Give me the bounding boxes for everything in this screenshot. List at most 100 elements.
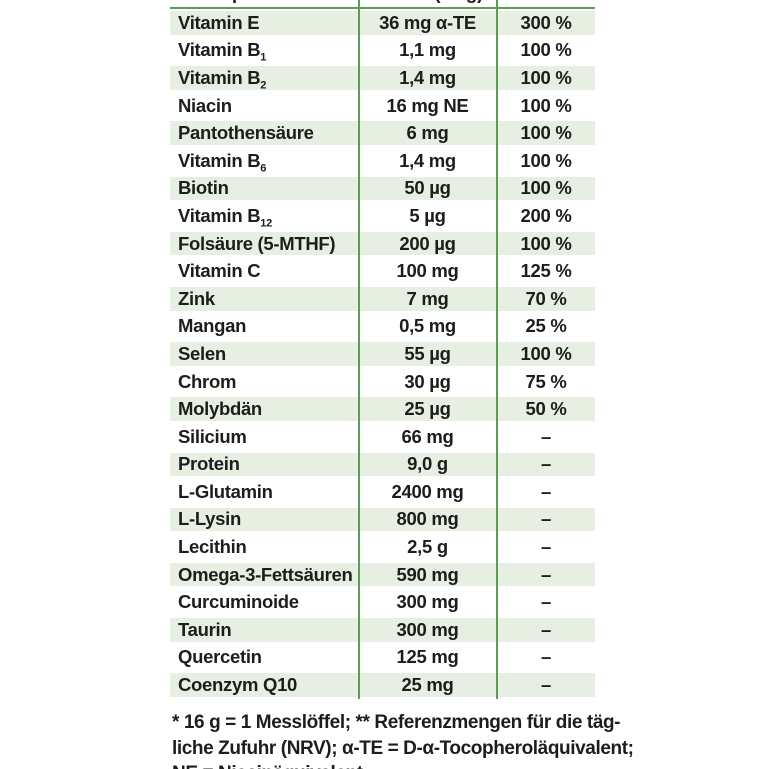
table-row: Vitamin B2 1,4 mg 100 % [170,64,595,92]
footnote-line: NE = Niacinäquivalent [172,761,632,769]
nutrient-name: Curcuminoide [178,591,299,613]
nutrient-name-cell: Vitamin B12 [170,204,358,230]
nutrient-name: Taurin [178,618,232,640]
nutrient-name-cell: Vitamin E [170,12,358,34]
nutrient-name: Folsäure (5-MTHF) [178,232,336,254]
table-row: Vitamin B12 5 µg 200 % [170,202,595,230]
nutrient-nrv-cell: – [541,425,551,447]
footnote-line: * 16 g = 1 Messlöffel; ** Referenzmengen… [172,712,621,733]
nutrient-amount-cell: 7 mg [406,287,449,309]
nutrient-nrv-cell: – [541,480,551,502]
nutrient-name: L-Glutamin [178,480,273,502]
nutrient-name: Zink [178,287,215,309]
nutrient-name: Silicium [178,425,247,447]
nutrient-nrv-cell: – [541,646,551,668]
nutrient-name: Biotin [178,177,229,199]
nutrient-name-cell: Zink [170,288,358,310]
nutrient-amount-cell: 800 mg [396,508,459,530]
nutrient-name-cell: L-Glutamin [170,481,358,503]
nutrient-name-cell: Folsäure (5-MTHF) [170,233,358,255]
nutrient-nrv-cell: 300 % [520,11,572,33]
nutrient-name-cell: Taurin [170,619,358,641]
nutrient-name: Selen [178,342,226,364]
nutrient-amount-cell: 25 µg [404,398,451,420]
nutrient-name-subscript: 2 [260,79,267,92]
nutrient-name: Coenzym Q10 [178,674,298,696]
table-row: Quercetin 125 mg – [170,644,595,672]
nutrient-nrv-cell: 125 % [520,260,572,282]
table-row: Taurin 300 mg – [170,616,595,644]
column-divider-line-1 [358,0,360,699]
table-row: Molybdän 25 µg 50 % [170,395,595,423]
table-row: Vitamin B6 1,4 mg 100 % [170,147,595,175]
nutrient-name: Mangan [178,315,247,337]
nutrient-name: Lecithin [178,536,247,558]
header-nrv-column: % NRV** [497,0,595,7]
table-row: L-Lysin 800 mg – [170,505,595,534]
nutrient-name-cell: Molybdän [170,398,358,420]
nutrient-nrv-cell: 100 % [520,94,572,116]
nutrient-name: Pantothensäure [178,122,314,144]
nutrient-name-cell: Omega-3-Fettsäuren [170,564,358,586]
nutrient-amount-cell: 5 µg [409,204,446,226]
nutrient-nrv-cell: 100 % [520,177,572,199]
nutrient-nrv-cell: 25 % [525,315,567,337]
nutrient-name-cell: Vitamin B6 [170,149,358,174]
table-row: L-Glutamin 2400 mg – [170,478,595,506]
table-row: Curcuminoide 300 mg – [170,588,595,616]
nutrient-name-subscript: 12 [260,217,273,230]
table-row: Selen 55 µg 100 % [170,340,595,368]
nutrient-name: Quercetin [178,646,262,668]
nutrient-name-cell: Coenzym Q10 [170,674,358,696]
table-row: Biotin 50 µg 100 % [170,174,595,203]
nutrient-nrv-cell: 100 % [520,232,572,254]
table-body: Vitamin E 36 mg α-TE 300 % Vitamin B1 1,1 mg… [170,9,595,699]
nutrient-nrv-cell: 100 % [520,39,572,61]
nutrient-amount-cell: 66 mg [401,425,454,447]
nutrient-name-cell: Vitamin B2 [170,66,358,92]
nutrient-name-cell: L-Lysin [170,508,358,530]
nutrient-name: Vitamin C [178,260,261,282]
nutrient-name: Vitamin B [178,204,261,226]
footnote-line: liche Zufuhr (NRV); α-TE = D-α-Tocophero… [172,737,634,759]
nutrient-nrv-cell: – [541,618,551,640]
nutrient-amount-cell: 36 mg α-TE [379,11,476,33]
table-row: Mangan 0,5 mg 25 % [170,313,595,341]
nutrient-name: Vitamin E [178,11,260,33]
nutrient-nrv-cell: – [541,453,551,475]
nutrient-amount-cell: 55 µg [404,342,451,364]
table-row: Coenzym Q10 25 mg – [170,671,595,699]
nutrition-table: Inhalt pro: Portion (16 g)* % NRV** Vita… [170,0,595,699]
nutrient-name-cell: Mangan [170,315,358,337]
nutrient-amount-cell: 2400 mg [391,480,464,502]
nutrient-name-subscript: 1 [260,52,267,65]
nutrient-amount-cell: 1,1 mg [399,39,456,61]
table-row: Folsäure (5-MTHF) 200 µg 100 % [170,229,595,258]
nutrient-name-cell: Lecithin [170,536,358,558]
nutrient-amount-cell: 6 mg [406,122,449,144]
table-row: Niacin 16 mg NE 100 % [170,92,595,120]
table-row: Pantothensäure 6 mg 100 % [170,119,595,147]
nutrient-name-cell: Chrom [170,371,358,393]
nutrient-nrv-cell: 100 % [520,149,572,171]
nutrient-name: Vitamin B [178,149,261,171]
table-row: Protein 9,0 g – [170,450,595,479]
nutrient-nrv-cell: 100 % [520,342,572,364]
nutrient-nrv-cell: – [541,563,551,585]
nutrient-name: Vitamin B [178,39,261,61]
nutrient-amount-cell: 125 mg [396,646,459,668]
nutrient-amount-cell: 1,4 mg [399,149,456,171]
header-ingredient-column: Inhalt pro: [170,0,358,7]
nutrient-name: Vitamin B [178,66,261,88]
nutrient-name: L-Lysin [178,508,241,530]
nutrient-name-cell: Vitamin C [170,260,358,282]
nutrient-amount-cell: 300 mg [396,591,459,613]
nutrient-nrv-cell: 100 % [520,122,572,144]
nutrient-nrv-cell: – [541,591,551,613]
table-row: Vitamin C 100 mg 125 % [170,257,595,285]
nutrient-name-cell: Vitamin B1 [170,39,358,65]
nutrient-name-cell: Silicium [170,426,358,448]
nutrient-name-cell: Curcuminoide [170,591,358,613]
nutrient-amount-cell: 9,0 g [407,453,448,475]
